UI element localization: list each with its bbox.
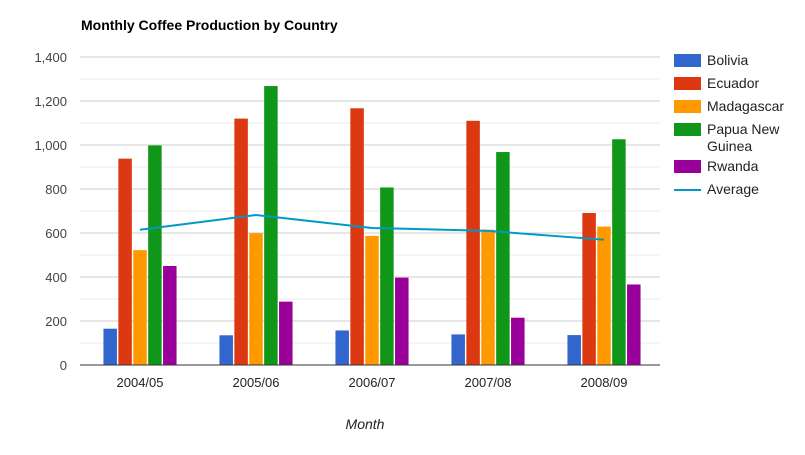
y-tick-label: 1,000 <box>34 138 67 153</box>
bar-madagascar <box>597 226 611 365</box>
y-tick-label: 1,200 <box>34 94 67 109</box>
bar-rwanda <box>279 301 293 365</box>
bar-bolivia <box>451 334 465 365</box>
legend-label: Madagascar <box>707 98 785 114</box>
bar-madagascar <box>249 233 263 365</box>
bar-bolivia <box>219 335 233 365</box>
bar-bolivia <box>103 328 117 365</box>
x-tick-label: 2004/05 <box>117 375 164 390</box>
legend-label: Rwanda <box>707 158 759 174</box>
x-tick-label: 2008/09 <box>581 375 628 390</box>
x-tick-label: 2007/08 <box>465 375 512 390</box>
bar-madagascar <box>365 235 379 365</box>
legend-label: Ecuador <box>707 75 760 91</box>
x-tick-label: 2005/06 <box>233 375 280 390</box>
legend-swatch <box>674 77 701 90</box>
bar-papua-new-guinea <box>612 139 626 365</box>
legend: Bolivia Ecuador Madagascar Papua New Guinea… <box>674 52 802 204</box>
legend-item-average: Average <box>674 181 802 201</box>
legend-item-rwanda: Rwanda <box>674 158 802 178</box>
bar-madagascar <box>133 250 147 365</box>
bar-ecuador <box>234 118 248 365</box>
legend-label: Bolivia <box>707 52 749 68</box>
legend-item-papua-new-guinea: Papua New Guinea <box>674 121 802 155</box>
bar-rwanda <box>627 284 641 365</box>
y-tick-label: 600 <box>45 226 67 241</box>
bar-ecuador <box>582 212 596 365</box>
y-tick-label: 800 <box>45 182 67 197</box>
average-line <box>139 213 605 241</box>
y-tick-label: 400 <box>45 270 67 285</box>
bar-bolivia <box>567 335 581 365</box>
y-tick-label: 1,400 <box>34 50 67 65</box>
legend-swatch <box>674 160 701 173</box>
y-tick-label: 0 <box>60 358 67 373</box>
bar-ecuador <box>350 108 364 365</box>
bar-rwanda <box>395 277 409 365</box>
bar-rwanda <box>511 317 525 365</box>
legend-item-madagascar: Madagascar <box>674 98 802 118</box>
bar-ecuador <box>466 120 480 365</box>
legend-item-bolivia: Bolivia <box>674 52 802 72</box>
bar-bolivia <box>335 330 349 365</box>
legend-item-ecuador: Ecuador <box>674 75 802 95</box>
chart-title: Monthly Coffee Production by Country <box>81 17 338 33</box>
legend-label: Average <box>707 181 759 197</box>
legend-swatch <box>674 123 701 136</box>
bar-papua-new-guinea <box>264 86 278 365</box>
y-tick-label: 200 <box>45 314 67 329</box>
bar-madagascar <box>481 229 495 365</box>
bar-papua-new-guinea <box>148 145 162 365</box>
x-tick-label: 2006/07 <box>349 375 396 390</box>
legend-label: Papua New Guinea <box>707 121 780 154</box>
legend-swatch <box>674 54 701 67</box>
bar-papua-new-guinea <box>380 187 394 365</box>
x-axis-label: Month <box>345 416 385 432</box>
legend-swatch <box>674 189 701 191</box>
legend-swatch <box>674 100 701 113</box>
bar-ecuador <box>118 158 132 365</box>
bar-papua-new-guinea <box>496 152 510 365</box>
bar-rwanda <box>163 266 177 365</box>
